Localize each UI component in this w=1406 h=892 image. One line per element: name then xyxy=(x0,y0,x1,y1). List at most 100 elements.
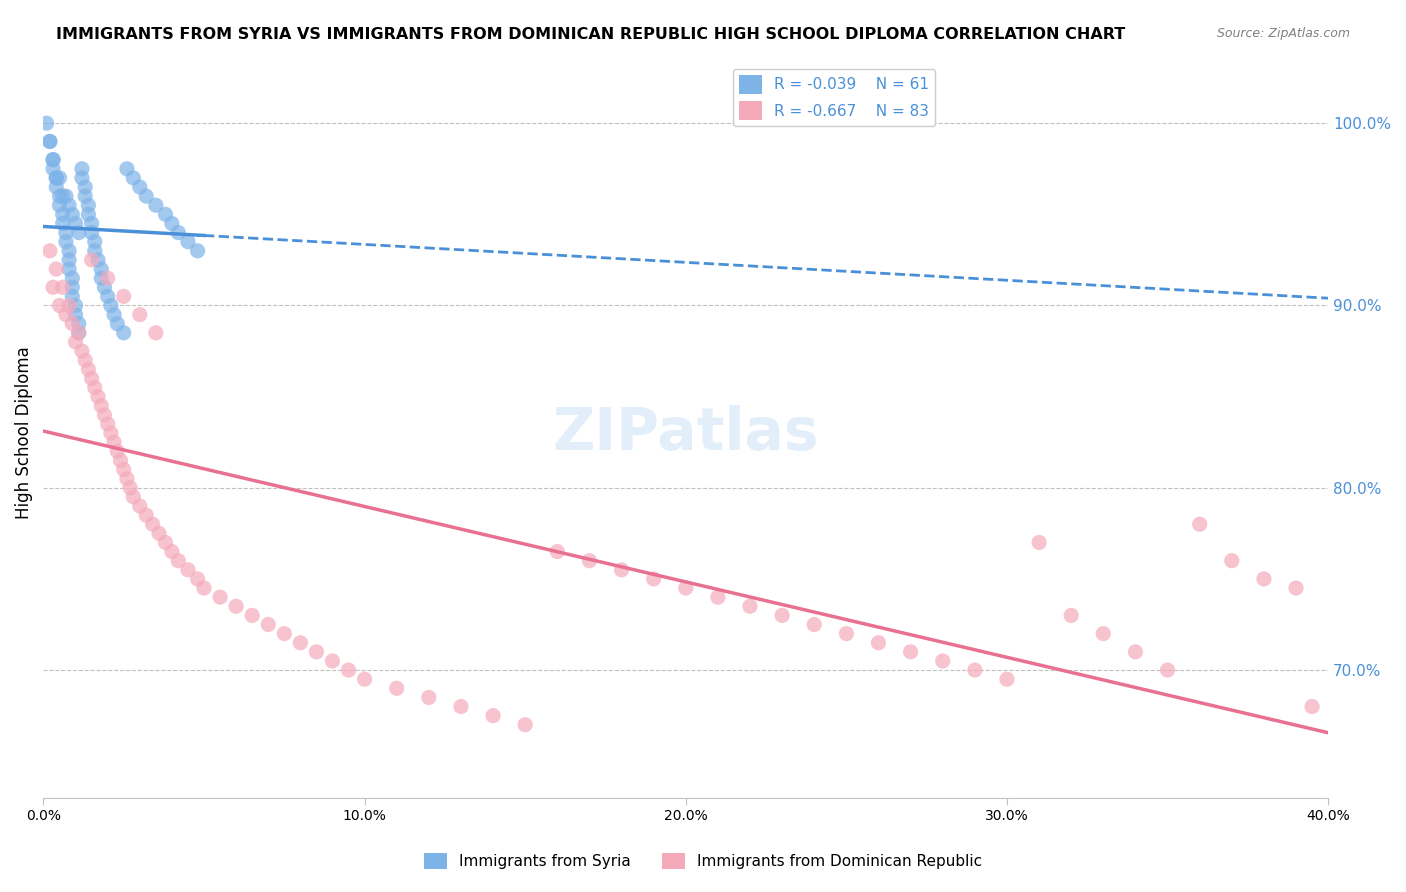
Point xyxy=(1188,517,1211,532)
Legend: R = -0.039    N = 61, R = -0.667    N = 83: R = -0.039 N = 61, R = -0.667 N = 83 xyxy=(733,69,935,126)
Point xyxy=(58,298,80,312)
Point xyxy=(90,262,112,277)
Point xyxy=(52,189,75,203)
Point xyxy=(80,226,103,240)
Point xyxy=(305,645,328,659)
Point xyxy=(135,189,157,203)
Point xyxy=(167,554,190,568)
Point xyxy=(187,572,209,586)
Point xyxy=(155,535,177,549)
Point xyxy=(75,353,97,368)
Legend: Immigrants from Syria, Immigrants from Dominican Republic: Immigrants from Syria, Immigrants from D… xyxy=(418,847,988,875)
Point xyxy=(209,590,232,604)
Point xyxy=(142,517,165,532)
Point xyxy=(177,563,200,577)
Point xyxy=(97,417,120,431)
Point xyxy=(128,499,150,513)
Point xyxy=(963,663,986,677)
Point xyxy=(707,590,730,604)
Point xyxy=(148,526,170,541)
Point xyxy=(80,252,103,267)
Point xyxy=(738,599,761,614)
Point xyxy=(128,180,150,194)
Point xyxy=(83,235,105,249)
Point xyxy=(112,326,135,340)
Point xyxy=(80,371,103,385)
Point xyxy=(112,289,135,303)
Point xyxy=(58,262,80,277)
Point xyxy=(1285,581,1308,595)
Point xyxy=(578,554,600,568)
Point xyxy=(75,180,97,194)
Point xyxy=(1060,608,1083,623)
Point xyxy=(100,426,122,441)
Point xyxy=(900,645,922,659)
Point xyxy=(1125,645,1147,659)
Point xyxy=(110,453,132,467)
Point xyxy=(321,654,343,668)
Point xyxy=(87,390,110,404)
Point xyxy=(1253,572,1275,586)
Point xyxy=(835,626,858,640)
Point xyxy=(90,271,112,285)
Point xyxy=(77,207,100,221)
Point xyxy=(103,308,125,322)
Point xyxy=(135,508,157,522)
Point xyxy=(995,672,1018,686)
Point xyxy=(70,170,93,185)
Point xyxy=(240,608,263,623)
Point xyxy=(55,226,77,240)
Point xyxy=(112,462,135,476)
Point xyxy=(48,198,70,212)
Point xyxy=(70,161,93,176)
Point xyxy=(87,252,110,267)
Point xyxy=(55,308,77,322)
Point xyxy=(1220,554,1243,568)
Point xyxy=(42,280,65,294)
Point xyxy=(58,252,80,267)
Point xyxy=(122,490,145,504)
Point xyxy=(177,235,200,249)
Point xyxy=(1301,699,1323,714)
Text: Source: ZipAtlas.com: Source: ZipAtlas.com xyxy=(1216,27,1350,40)
Point xyxy=(65,334,87,349)
Point xyxy=(1028,535,1050,549)
Point xyxy=(38,135,60,149)
Point xyxy=(418,690,440,705)
Point xyxy=(931,654,953,668)
Point xyxy=(42,153,65,167)
Point xyxy=(385,681,408,696)
Point xyxy=(52,207,75,221)
Point xyxy=(515,718,537,732)
Point xyxy=(225,599,247,614)
Point xyxy=(65,298,87,312)
Point xyxy=(77,198,100,212)
Point xyxy=(155,207,177,221)
Point xyxy=(45,170,67,185)
Point xyxy=(257,617,280,632)
Point xyxy=(167,226,190,240)
Point xyxy=(1092,626,1115,640)
Point xyxy=(75,189,97,203)
Point xyxy=(145,326,167,340)
Point xyxy=(803,617,825,632)
Point xyxy=(52,280,75,294)
Y-axis label: High School Diploma: High School Diploma xyxy=(15,347,32,519)
Point xyxy=(55,235,77,249)
Point xyxy=(90,399,112,413)
Point xyxy=(115,161,138,176)
Point xyxy=(83,244,105,258)
Text: IMMIGRANTS FROM SYRIA VS IMMIGRANTS FROM DOMINICAN REPUBLIC HIGH SCHOOL DIPLOMA : IMMIGRANTS FROM SYRIA VS IMMIGRANTS FROM… xyxy=(56,27,1125,42)
Point xyxy=(1156,663,1178,677)
Point xyxy=(115,472,138,486)
Text: ZIPatlas: ZIPatlas xyxy=(553,405,820,461)
Point xyxy=(128,308,150,322)
Point xyxy=(60,289,83,303)
Point xyxy=(67,326,90,340)
Point xyxy=(42,161,65,176)
Point xyxy=(45,170,67,185)
Point xyxy=(546,544,568,558)
Point xyxy=(55,189,77,203)
Point xyxy=(48,298,70,312)
Point xyxy=(80,217,103,231)
